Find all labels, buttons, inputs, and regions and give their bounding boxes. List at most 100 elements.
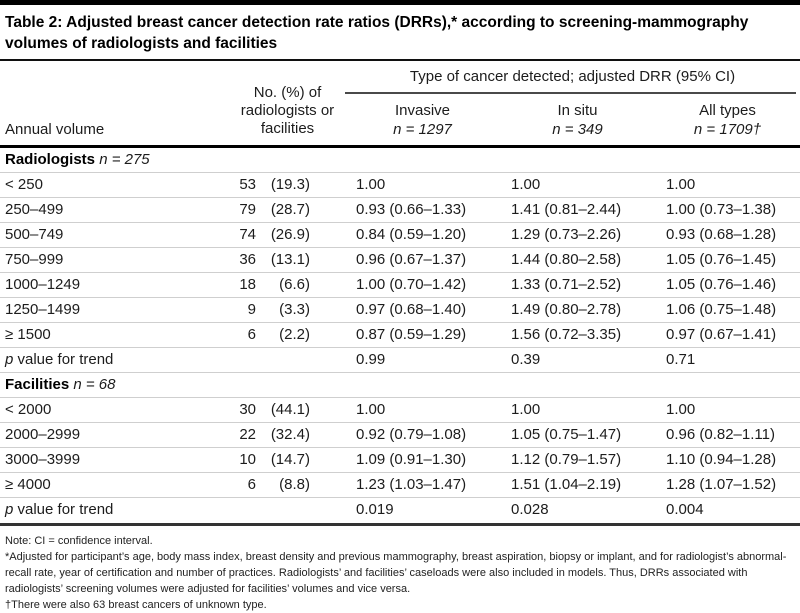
cell-all-types-p: 0.004 [666,501,704,518]
table-row: ≥ 4000 6 (8.8) 1.23 (1.03–1.47) 1.51 (1.0… [0,473,800,498]
p-value-row: p value for trend 0.019 0.028 0.004 [0,498,800,523]
cell-annual-volume: ≥ 1500 [5,326,51,343]
column-header-all-types: All types n = 1709† [655,101,800,139]
footnotes: Note: CI = confidence interval. *Adjuste… [0,526,800,613]
cell-all-types-drr: 0.93 (0.68–1.28) [666,226,777,243]
cell-invasive-drr: 0.93 (0.66–1.33) [356,201,467,218]
cell-in-situ-p: 0.028 [511,501,549,518]
cell-annual-volume: 1250–1499 [5,301,81,318]
subcol-n: n = 349 [552,121,603,138]
subcolumn-headers: Invasive n = 1297 In situ n = 349 All ty… [345,94,800,145]
count-value: 22 [239,426,256,443]
table-header: Annual volume No. (%) of radiologists or… [0,61,800,148]
cell-count-pct: 6 (8.8) [230,473,345,497]
cell-all-types-drr: 1.10 (0.94–1.28) [666,451,777,468]
cell-annual-volume: < 2000 [5,401,52,418]
cell-in-situ-p: 0.39 [511,351,541,368]
cell-in-situ-drr: 1.44 (0.80–2.58) [511,251,622,268]
cell-annual-volume: 250–499 [5,201,64,218]
count-value: 79 [239,201,256,218]
cell-count-pct: 9 (3.3) [230,298,345,322]
cell-annual-volume: 750–999 [5,251,64,268]
cell-invasive-drr: 1.23 (1.03–1.47) [356,476,467,493]
column-header-no-pct: No. (%) of radiologists or facilities [240,84,335,137]
footnote-note: Note: CI = confidence interval. [5,535,153,547]
pct-value: (14.7) [270,451,310,468]
cell-invasive-drr: 1.09 (0.91–1.30) [356,451,467,468]
subcol-label: In situ [557,102,598,119]
cell-invasive-p: 0.99 [356,351,386,368]
section-label: Facilities n = 68 [0,373,800,397]
p-label-rest: value for trend [13,351,114,368]
subcol-label: Invasive [394,102,451,119]
table-title: Table 2: Adjusted breast cancer detectio… [0,0,800,61]
table-row: 1250–1499 9 (3.3) 0.97 (0.68–1.40) 1.49 (… [0,298,800,323]
pct-value: (32.4) [270,426,310,443]
count-value: 10 [239,451,256,468]
pct-value: (6.6) [279,276,310,293]
cell-annual-volume: ≥ 4000 [5,476,51,493]
pct-value: (2.2) [279,326,310,343]
cell-invasive-p: 0.019 [356,501,394,518]
cancer-type-header-group: Type of cancer detected; adjusted DRR (9… [345,61,800,145]
cell-empty [230,348,345,372]
cell-all-types-p: 0.71 [666,351,696,368]
table-row: 250–499 79 (28.7) 0.93 (0.66–1.33) 1.41 (… [0,198,800,223]
count-value: 18 [239,276,256,293]
cell-in-situ-drr: 1.33 (0.71–2.52) [511,276,622,293]
column-header-annual-volume: Annual volume [5,121,105,138]
cell-annual-volume: < 250 [5,176,43,193]
cell-all-types-drr: 1.05 (0.76–1.46) [666,276,777,293]
cell-invasive-drr: 0.84 (0.59–1.20) [356,226,467,243]
p-value-row: p value for trend 0.99 0.39 0.71 [0,348,800,373]
table-body: Radiologists n = 275 < 250 53 (19.3) 1.00… [0,148,800,526]
cell-p-value-label: p value for trend [0,498,230,523]
count-value: 9 [247,301,256,318]
cell-count-pct: 22 (32.4) [230,423,345,447]
p-symbol: p [5,351,14,368]
cell-in-situ-drr: 1.56 (0.72–3.35) [511,326,622,343]
pct-value: (19.3) [270,176,310,193]
count-value: 74 [239,226,256,243]
column-header-invasive: Invasive n = 1297 [345,101,500,139]
cell-count-pct: 53 (19.3) [230,173,345,197]
cell-annual-volume: 3000–3999 [5,451,81,468]
cell-invasive-drr: 0.92 (0.79–1.08) [356,426,467,443]
cell-annual-volume: 500–749 [5,226,64,243]
pct-value: (28.7) [270,201,310,218]
subcol-n: n = 1297 [393,121,452,138]
cell-in-situ-drr: 1.00 [511,401,541,418]
spanner-header: Type of cancer detected; adjusted DRR (9… [409,68,736,85]
cell-annual-volume: 2000–2999 [5,426,81,443]
cell-count-pct: 10 (14.7) [230,448,345,472]
footnote-asterisk: *Adjusted for participant’s age, body ma… [5,551,787,595]
cell-all-types-drr: 1.00 [666,401,696,418]
table-row: 750–999 36 (13.1) 0.96 (0.67–1.37) 1.44 (… [0,248,800,273]
cell-all-types-drr: 1.05 (0.76–1.45) [666,251,777,268]
cell-count-pct: 79 (28.7) [230,198,345,222]
cell-count-pct: 6 (2.2) [230,323,345,347]
table-row: < 2000 30 (44.1) 1.00 1.00 1.00 [0,398,800,423]
pct-value: (3.3) [279,301,310,318]
p-symbol: p [5,501,14,518]
section-label: Radiologists n = 275 [0,148,800,172]
cell-p-value-label: p value for trend [0,348,230,372]
cell-in-situ-drr: 1.29 (0.73–2.26) [511,226,622,243]
pct-value: (44.1) [270,401,310,418]
table-row: ≥ 1500 6 (2.2) 0.87 (0.59–1.29) 1.56 (0.7… [0,323,800,348]
count-value: 30 [239,401,256,418]
cell-count-pct: 30 (44.1) [230,398,345,422]
column-header-in-situ: In situ n = 349 [500,101,655,139]
cell-all-types-drr: 1.28 (1.07–1.52) [666,476,777,493]
count-value: 53 [239,176,256,193]
table-row: 500–749 74 (26.9) 0.84 (0.59–1.20) 1.29 (… [0,223,800,248]
pct-value: (13.1) [270,251,310,268]
cell-annual-volume: 1000–1249 [5,276,81,293]
footnote-dagger: †There were also 63 breast cancers of un… [5,599,267,611]
table-row: 1000–1249 18 (6.6) 1.00 (0.70–1.42) 1.33 … [0,273,800,298]
table-row: 3000–3999 10 (14.7) 1.09 (0.91–1.30) 1.12… [0,448,800,473]
section-n: n = 275 [99,151,150,168]
table-row: < 250 53 (19.3) 1.00 1.00 1.00 [0,173,800,198]
pct-value: (26.9) [270,226,310,243]
